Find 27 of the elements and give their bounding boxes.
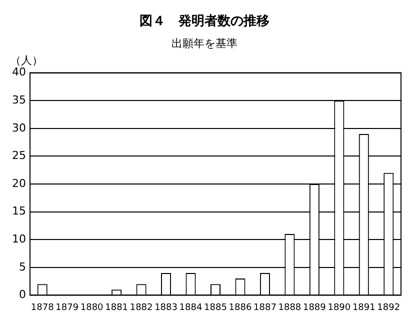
y-tick-label: 35 [12,93,26,106]
x-tick-label: 1887 [254,302,276,313]
x-tick-label: 1885 [204,302,227,313]
x-tick-label: 1891 [352,302,376,313]
x-tick-label: 1890 [328,302,351,313]
x-tick-label: 1882 [130,302,153,313]
x-tick-label: 1892 [377,302,400,313]
x-tick-label: 1878 [30,302,54,313]
y-tick-label: 40 [12,66,26,79]
x-tick-label: 1886 [228,302,252,313]
x-tick-label: 1879 [56,302,79,313]
y-tick-label: 25 [12,149,26,162]
y-tick-label: 5 [18,260,26,274]
y-tick-label: 15 [12,204,26,218]
x-tick-label: 1881 [105,302,128,313]
x-tick-label: 1880 [80,302,104,313]
y-axis-title: （人） [10,54,43,68]
x-tick-label: 1888 [278,302,302,313]
x-tick-label: 1884 [179,302,202,313]
y-tick-label: 10 [12,232,26,246]
y-tick-label: 30 [12,121,26,134]
chart-title: 図４ 発明者数の推移 [140,14,270,30]
y-tick-label: 20 [12,176,26,190]
y-tick-label: 0 [18,288,26,302]
x-tick-label: 1889 [302,302,326,313]
chart-subtitle: 出願年を基準 [172,37,238,50]
x-tick-label: 1883 [154,302,178,313]
